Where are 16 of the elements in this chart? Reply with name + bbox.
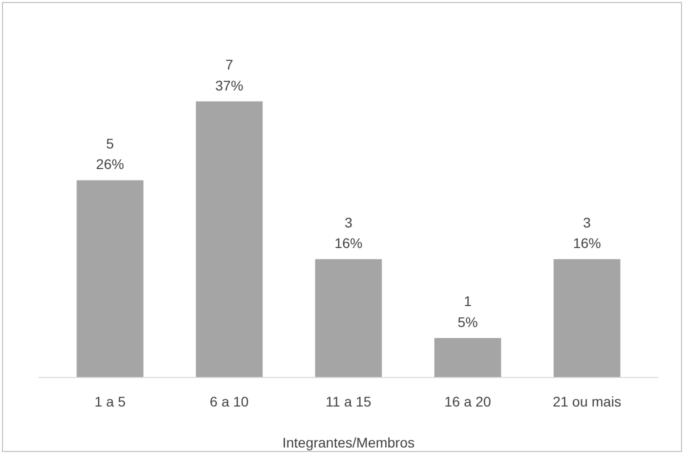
data-label: 1 5% xyxy=(458,293,478,330)
x-axis-title: Integrantes/Membros xyxy=(282,434,415,450)
data-label: 5 26% xyxy=(96,135,124,172)
x-tick-label: 6 a 10 xyxy=(210,394,249,410)
x-tick-label: 21 ou mais xyxy=(552,394,622,410)
bar xyxy=(434,338,502,378)
bar xyxy=(196,101,263,378)
bar xyxy=(554,259,620,378)
data-label: 3 16% xyxy=(334,214,363,252)
x-tick-label: 1 a 5 xyxy=(94,394,126,410)
bar xyxy=(315,259,382,378)
x-tick-label: 11 a 15 xyxy=(326,394,372,410)
data-label: 7 37% xyxy=(215,56,244,94)
bar xyxy=(76,180,144,378)
x-tick-label: 16 a 20 xyxy=(444,394,492,410)
data-label: 3 16% xyxy=(572,214,601,252)
